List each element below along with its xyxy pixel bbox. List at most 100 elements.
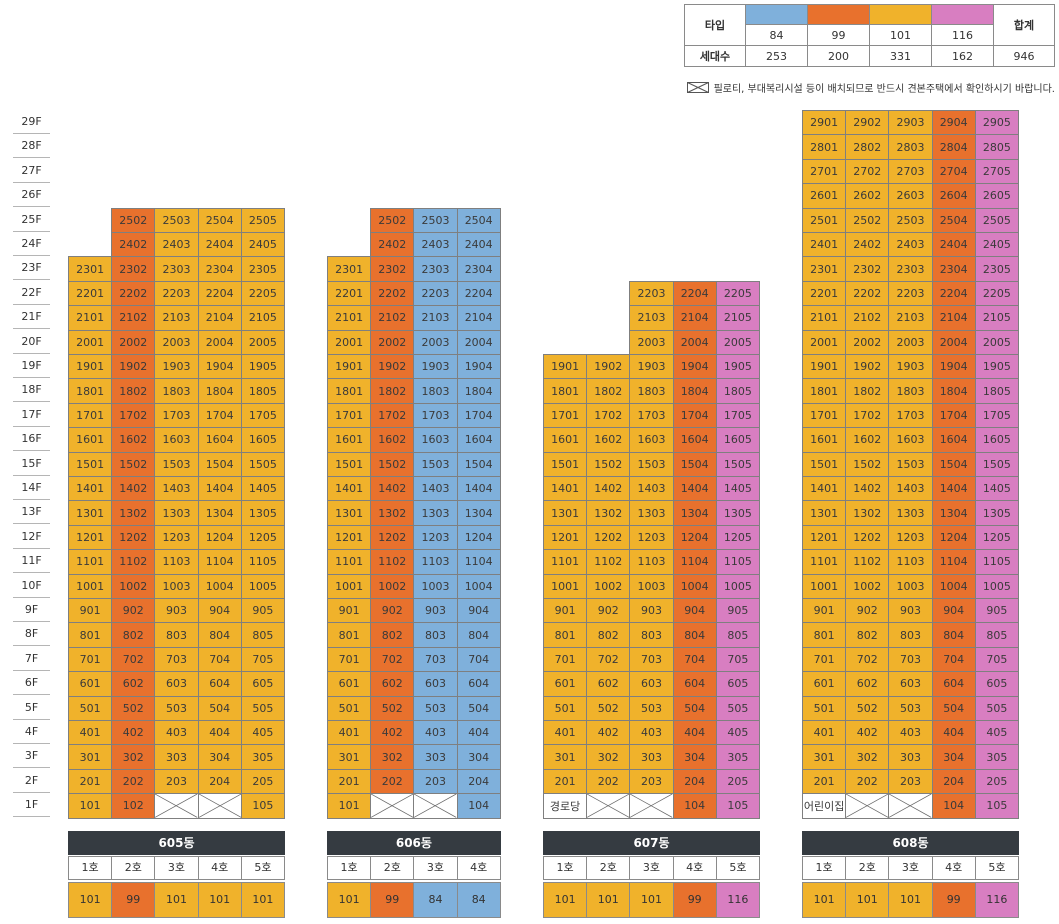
unit-cell: 205 (974, 768, 1019, 795)
unit-cell: 2502 (370, 207, 415, 233)
unit-cell: 1802 (845, 378, 890, 404)
unit-cell: 204 (456, 768, 501, 795)
unit-cell: 2701 (802, 158, 847, 185)
unit-cell: 1804 (197, 378, 242, 404)
ho-label-cell: 1호 (543, 856, 588, 880)
unit-cell: 1604 (931, 427, 976, 453)
unit-cell: 1603 (888, 427, 933, 453)
unit-cell: 1004 (672, 573, 717, 599)
unit-cell: 2405 (240, 232, 285, 258)
unit-cell: 2303 (413, 256, 458, 282)
unit-cell: 2101 (327, 305, 372, 331)
unit-cell: 1503 (629, 451, 674, 477)
unit-cell: 904 (456, 598, 501, 624)
unit-cell: 2504 (931, 207, 976, 233)
unit-cell: 601 (327, 671, 372, 697)
unit-cell: 504 (672, 695, 717, 721)
floor-label: 28F (13, 134, 50, 159)
unit-cell: 2104 (456, 305, 501, 331)
building-name: 607동 (543, 831, 760, 855)
legend-count-header: 세대수 (684, 45, 746, 67)
unit-cell: 1402 (370, 476, 415, 502)
unit-cell: 501 (68, 695, 113, 721)
unit-cell: 1904 (456, 354, 501, 380)
unit-cell: 404 (197, 720, 242, 746)
unit-cell: 1205 (715, 524, 760, 551)
floor-label: 19F (13, 354, 50, 378)
unit-cell: 702 (111, 646, 156, 673)
unit-cell: 2505 (240, 207, 285, 233)
unit-type-cell: 99 (672, 882, 717, 918)
unit-cell: 1302 (370, 500, 415, 526)
floor-label: 3F (13, 744, 50, 769)
unit-cell: 2904 (931, 110, 976, 136)
unit-cell: 1301 (68, 500, 113, 526)
unit-cell: 1503 (888, 451, 933, 477)
unit-cell: 1003 (629, 573, 674, 599)
unit-cell: 2201 (802, 280, 847, 307)
unit-cell: 1104 (456, 549, 501, 575)
unit-cell: 1002 (586, 573, 631, 599)
unit-cell: 2003 (629, 329, 674, 355)
unit-cell: 1904 (931, 354, 976, 380)
unit-cell: 702 (845, 646, 890, 673)
unit-cell: 2002 (845, 329, 890, 355)
unit-cell: 2005 (715, 329, 760, 355)
unit-cell: 1405 (240, 476, 285, 502)
unit-cell: 1101 (802, 549, 847, 575)
unit-cell: 1802 (586, 378, 631, 404)
ho-label-cell: 2호 (111, 856, 156, 880)
unit-cell: 804 (456, 622, 501, 648)
unit-cell: 1501 (68, 451, 113, 477)
unit-cell: 601 (68, 671, 113, 697)
unit-cell: 2803 (888, 134, 933, 160)
unit-type-cell: 116 (715, 882, 760, 918)
legend-total-value: 946 (993, 45, 1055, 67)
ho-label-cell: 3호 (888, 856, 933, 880)
piloti-cell (845, 793, 890, 819)
unit-cell: 604 (672, 671, 717, 697)
unit-cell: 903 (629, 598, 674, 624)
unit-cell: 1903 (154, 354, 199, 380)
type-legend-table: 타입 합계 84 99 101 116 세대수 253 200 331 162 … (684, 4, 1055, 67)
unit-cell: 204 (672, 768, 717, 795)
unit-cell: 1902 (111, 354, 156, 380)
unit-cell: 2005 (240, 329, 285, 355)
unit-cell: 2203 (154, 280, 199, 307)
legend-count-101: 331 (869, 45, 932, 67)
unit-cell: 2503 (154, 207, 199, 233)
unit-cell: 2403 (413, 232, 458, 258)
piloti-cell (197, 793, 242, 819)
legend-swatch-101 (869, 4, 932, 25)
unit-cell: 2804 (931, 134, 976, 160)
ho-label-cell: 4호 (931, 856, 976, 880)
unit-cell: 1904 (672, 354, 717, 380)
unit-cell: 1002 (370, 573, 415, 599)
legend-type-header: 타입 (684, 4, 746, 46)
unit-cell: 1102 (111, 549, 156, 575)
unit-cell: 704 (672, 646, 717, 673)
unit-cell: 302 (845, 744, 890, 770)
ho-label-cell: 4호 (197, 856, 242, 880)
unit-cell: 1204 (672, 524, 717, 551)
unit-cell: 2404 (197, 232, 242, 258)
unit-cell: 1602 (370, 427, 415, 453)
unit-type-cell: 101 (327, 882, 372, 918)
unit-cell: 1202 (845, 524, 890, 551)
unit-cell: 1304 (456, 500, 501, 526)
unit-cell: 1805 (715, 378, 760, 404)
unit-cell: 1303 (413, 500, 458, 526)
unit-cell: 2004 (456, 329, 501, 355)
facility-cell: 어린이집 (802, 793, 847, 819)
unit-cell: 1203 (413, 524, 458, 551)
unit-cell: 604 (456, 671, 501, 697)
unit-cell: 1504 (931, 451, 976, 477)
unit-type-cell: 84 (413, 882, 458, 918)
unit-cell: 2604 (931, 183, 976, 209)
unit-cell: 1502 (111, 451, 156, 477)
unit-cell: 1102 (845, 549, 890, 575)
unit-cell: 602 (586, 671, 631, 697)
unit-cell: 1104 (197, 549, 242, 575)
unit-cell: 701 (327, 646, 372, 673)
unit-cell: 2003 (413, 329, 458, 355)
